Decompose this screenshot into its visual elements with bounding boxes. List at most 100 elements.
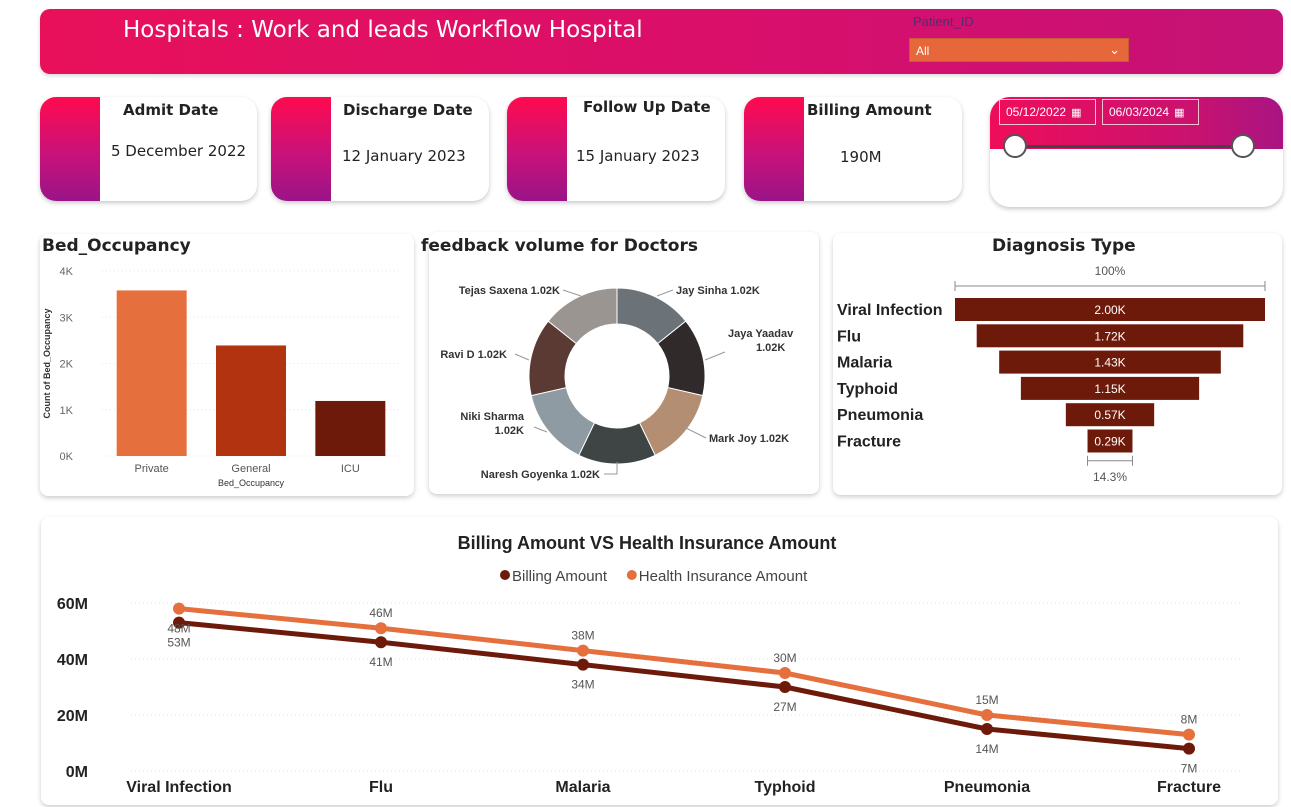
kpi-value: 5 December 2022	[111, 142, 247, 160]
funnel-category-label: Flu	[837, 328, 861, 345]
data-point	[981, 709, 993, 721]
date-range-slicer: 05/12/2022 ▦ 06/03/2024 ▦	[990, 97, 1283, 207]
bed-occupancy-panel: Bed_Occupancy 0K 1K 2K 3K 4K Private General IC…	[40, 234, 414, 496]
funnel-category-label: Fracture	[837, 434, 901, 451]
funnel-bar-pneumonia	[1065, 403, 1155, 427]
leader-line	[604, 462, 618, 475]
data-point	[577, 658, 589, 671]
series-line-billing-amount	[178, 620, 1190, 752]
legend-label: Health Insurance Amount	[639, 568, 808, 585]
y-tick-label: 2K	[60, 359, 74, 371]
card-accent	[507, 97, 567, 201]
data-point	[375, 622, 387, 635]
leader-line	[562, 289, 582, 297]
data-label: 38M	[571, 629, 594, 643]
y-tick-label: 60M	[57, 596, 88, 613]
funnel-value-label: 2.00K	[1094, 303, 1125, 317]
slice-label: Naresh Goyenka 1.02K	[481, 469, 600, 481]
patient-slicer-label: Patient_ID	[913, 14, 974, 29]
data-label: 8M	[1181, 713, 1198, 727]
leader-line	[656, 289, 674, 297]
leader-line	[704, 351, 726, 361]
follow-up-date-card: Follow Up Date 15 January 2023	[507, 97, 725, 201]
slice-label: Jaya Yaadav 1.02K	[728, 328, 794, 354]
data-point	[173, 602, 185, 615]
x-tick-label: Malaria	[555, 779, 610, 796]
data-point	[1183, 728, 1195, 741]
chart-title: Billing Amount VS Health Insurance Amoun…	[458, 533, 837, 553]
y-tick-label: 3K	[60, 312, 74, 324]
y-tick-label: 1K	[60, 405, 74, 417]
patient-id-dropdown[interactable]: All ⌄	[909, 38, 1129, 62]
funnel-category-label: Typhoid	[837, 381, 898, 398]
admit-date-card: Admit Date 5 December 2022	[40, 97, 257, 201]
date-slider-track[interactable]	[1014, 145, 1243, 148]
discharge-date-card: Discharge Date 12 January 2023	[271, 97, 489, 201]
funnel-top-pct: 100%	[1095, 264, 1126, 278]
data-label: 48M	[167, 622, 190, 636]
kpi-value: 190M	[840, 148, 882, 166]
data-point	[1183, 742, 1195, 755]
data-label: 14M	[975, 742, 998, 756]
slice-label: Ravi D 1.02K	[440, 349, 507, 361]
data-label: 41M	[369, 655, 392, 669]
doctor-feedback-panel: feedback volume for Doctors Jay Sinha 1.…	[421, 232, 819, 494]
funnel-value-label: 1.43K	[1094, 356, 1125, 370]
slice-label: Tejas Saxena 1.02K	[459, 285, 560, 297]
y-tick-label: 20M	[57, 708, 88, 725]
x-tick-label: Viral Infection	[126, 779, 232, 796]
kpi-value: 12 January 2023	[342, 147, 466, 165]
leader-line	[514, 353, 530, 361]
x-tick-label: Fracture	[1157, 779, 1221, 796]
funnel-category-label: Malaria	[837, 355, 892, 372]
data-label: 27M	[773, 700, 796, 714]
x-tick-label: Typhoid	[754, 779, 815, 796]
end-date-input[interactable]: 06/03/2024 ▦	[1102, 99, 1199, 125]
chevron-down-icon: ⌄	[1109, 42, 1120, 57]
calendar-icon: ▦	[1174, 107, 1185, 119]
kpi-title: Discharge Date	[343, 101, 473, 119]
slice-label: Mark Joy 1.02K	[709, 433, 789, 445]
chart-title: Diagnosis Type	[992, 236, 1136, 256]
data-label: 30M	[773, 651, 796, 665]
card-accent	[40, 97, 100, 201]
series-line-health-insurance-amount	[178, 606, 1190, 738]
funnel-category-label: Viral Infection	[837, 302, 943, 319]
bar-general	[216, 345, 286, 456]
funnel-bar-flu	[976, 324, 1244, 348]
doctor-feedback-chart: Jay Sinha 1.02K Jaya Yaadav 1.02K Mark Joy …	[440, 285, 794, 481]
data-point	[779, 667, 791, 679]
x-tick-label: Private	[135, 463, 169, 475]
legend-marker	[500, 570, 510, 580]
kpi-title: Admit Date	[123, 101, 219, 119]
y-tick-label: 0M	[66, 764, 88, 781]
bed-occupancy-chart: 0K 1K 2K 3K 4K Private General ICU Bed_Occupancy…	[42, 266, 400, 488]
x-tick-label: Flu	[369, 779, 393, 796]
calendar-icon: ▦	[1071, 107, 1082, 119]
page-title: Hospitals : Work and leads Workflow Hosp…	[123, 17, 643, 43]
data-label: 46M	[369, 606, 392, 620]
funnel-value-label: 1.72K	[1094, 329, 1125, 343]
data-point	[981, 723, 993, 735]
patient-slicer-value: All	[916, 44, 930, 58]
funnel-value-label: 0.29K	[1094, 435, 1125, 449]
x-axis-label: Bed_Occupancy	[218, 478, 285, 488]
kpi-title: Billing Amount	[807, 101, 932, 119]
data-point	[577, 644, 589, 657]
x-tick-label: Pneumonia	[944, 779, 1030, 796]
bar-private	[116, 290, 187, 456]
data-label: 34M	[571, 678, 594, 692]
slider-start-handle[interactable]	[1003, 134, 1027, 158]
data-label: 53M	[167, 636, 190, 650]
legend-marker	[626, 570, 637, 580]
start-date-input[interactable]: 05/12/2022 ▦	[999, 99, 1096, 125]
y-tick-label: 40M	[57, 652, 88, 669]
funnel-bar-typhoid	[1020, 376, 1200, 400]
slider-end-handle[interactable]	[1231, 134, 1255, 158]
funnel-bottom-pct: 14.3%	[1093, 470, 1127, 484]
donut-slice-tejas-saxena	[547, 287, 618, 345]
data-point	[375, 636, 387, 649]
billing-vs-insurance-chart: Billing Amount VS Health Insurance Amoun…	[57, 533, 1241, 796]
diagnosis-funnel-chart: 100% 2.00K Viral Infection 1.72K Flu 1.43K Mal…	[837, 264, 1266, 484]
